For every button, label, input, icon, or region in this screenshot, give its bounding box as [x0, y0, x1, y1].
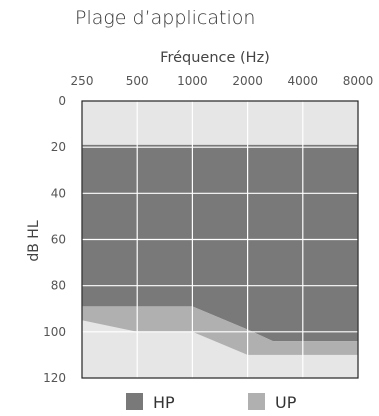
legend-label-hp: HP [153, 393, 175, 412]
y-tick-label: 20 [51, 140, 66, 154]
x-ticks: 250 500 1000 2000 4000 8000 [71, 74, 374, 88]
y-tick-label: 120 [43, 371, 66, 385]
x-tick-label: 4000 [288, 74, 319, 88]
legend: HP UP [126, 393, 297, 412]
y-tick-label: 40 [51, 186, 66, 200]
y-tick-label: 80 [51, 279, 66, 293]
y-axis-label: dB HL [26, 220, 42, 261]
x-tick-label: 8000 [343, 74, 374, 88]
x-tick-label: 500 [126, 74, 149, 88]
x-tick-label: 2000 [232, 74, 263, 88]
plot-area [82, 101, 358, 378]
y-tick-label: 100 [43, 325, 66, 339]
legend-swatch-hp [126, 393, 143, 410]
y-ticks: 0 20 40 60 80 100 120 [43, 94, 66, 385]
legend-label-up: UP [275, 393, 297, 412]
x-axis-label: Fréquence (Hz) [160, 50, 270, 66]
y-tick-label: 0 [58, 94, 66, 108]
y-tick-label: 60 [51, 233, 66, 247]
x-tick-label: 250 [71, 74, 94, 88]
x-tick-label: 1000 [177, 74, 208, 88]
legend-swatch-up [248, 393, 265, 410]
